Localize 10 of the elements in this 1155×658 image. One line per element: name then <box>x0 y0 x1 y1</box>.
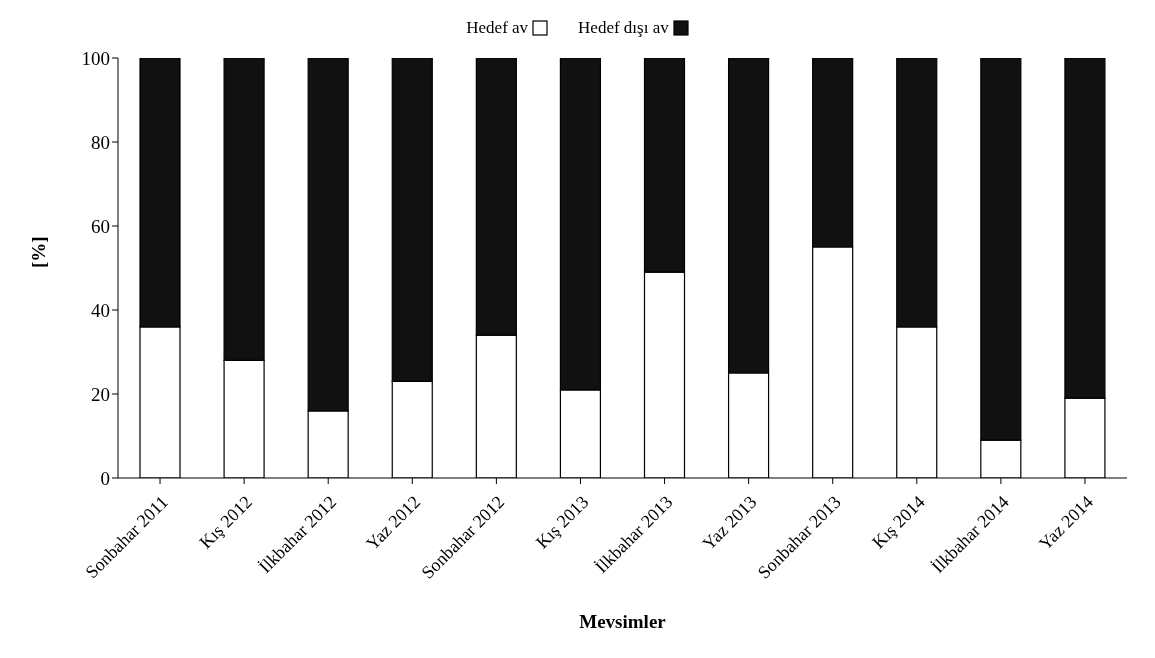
x-axis-title: Mevsimler <box>579 611 667 632</box>
y-tick-label: 0 <box>100 467 110 489</box>
legend-label: Hedef av <box>466 18 529 38</box>
y-tick-label: 60 <box>91 215 110 237</box>
legend-label: Hedef dışı av <box>578 18 669 38</box>
y-tick-label: 40 <box>91 299 110 321</box>
y-tick-label: 80 <box>91 131 110 153</box>
y-axis-title: [%] <box>27 236 49 268</box>
y-tick-label: 20 <box>91 383 110 405</box>
y-tick-label: 100 <box>81 47 110 69</box>
